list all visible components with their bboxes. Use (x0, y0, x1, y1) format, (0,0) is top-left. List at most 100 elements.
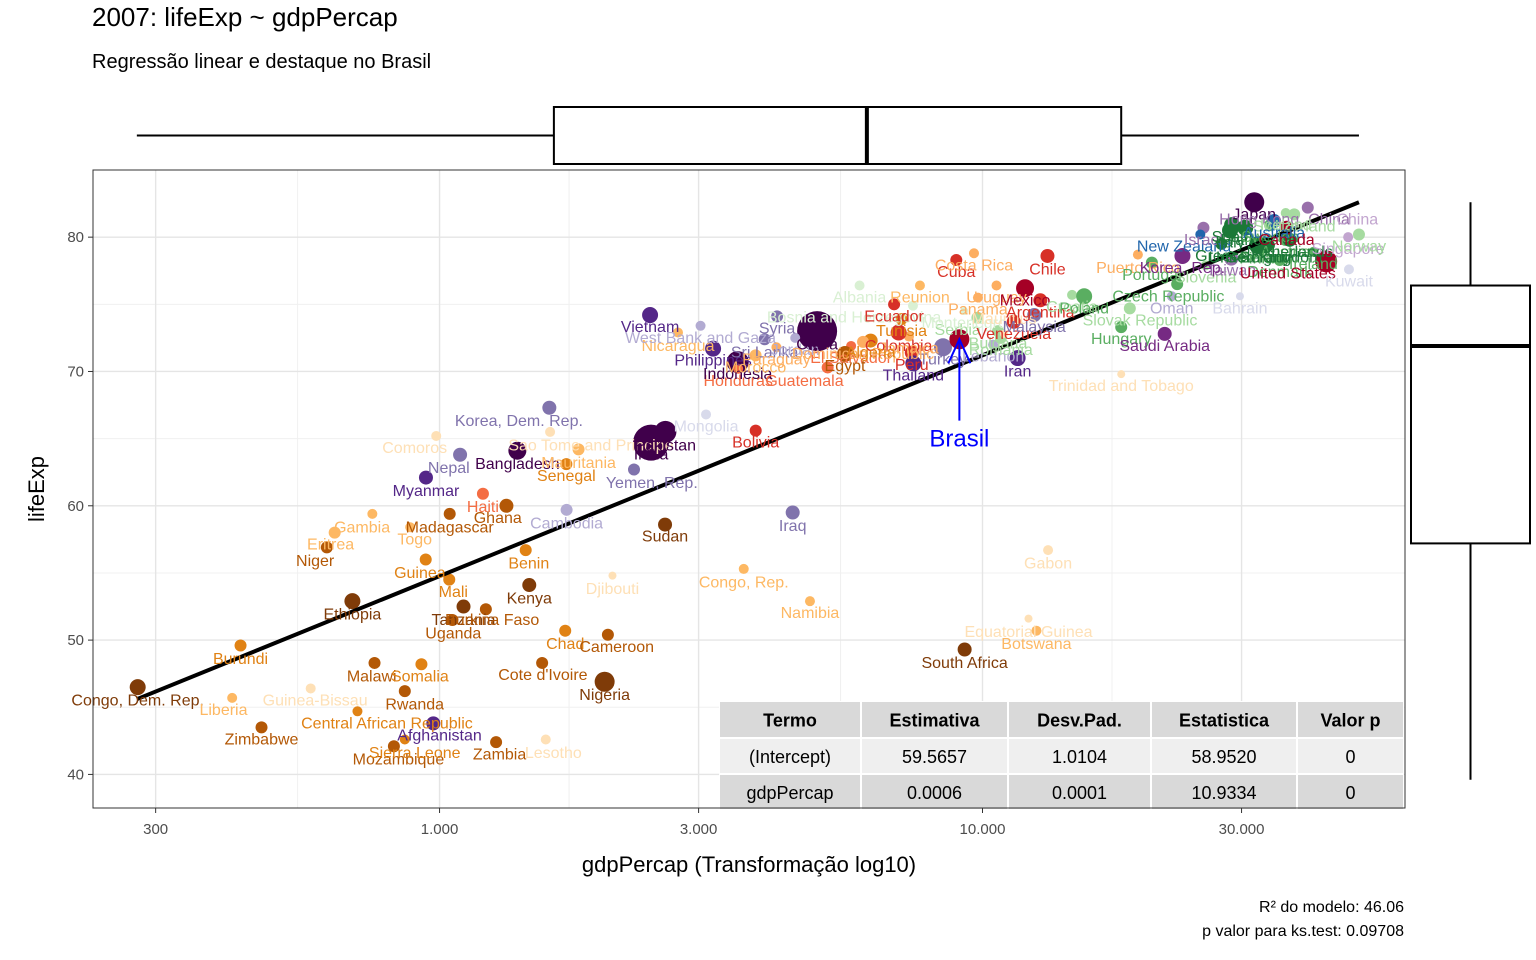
country-label: Malaysia (1003, 319, 1066, 336)
data-point (559, 624, 572, 637)
country-label: Poland (1059, 300, 1109, 317)
table-cell: 0 (1345, 783, 1355, 803)
country-label: New Zealand (1137, 239, 1231, 256)
country-label: Slovak Republic (1083, 312, 1198, 329)
x-axis-title: gdpPercap (Transformação log10) (582, 852, 916, 877)
data-point (790, 332, 801, 343)
country-label: Sri Lanka (731, 345, 799, 362)
table-cell: 0 (1345, 747, 1355, 767)
country-label: Tunisia (876, 323, 927, 340)
country-label: Central African Republic (301, 715, 473, 732)
data-point (476, 487, 489, 500)
country-label: Portugal (1122, 267, 1182, 284)
table-cell-bg (720, 739, 860, 773)
data-point (627, 463, 640, 476)
country-label: Iceland (1260, 217, 1312, 234)
country-label: Taiwan (1206, 263, 1256, 280)
y-tick-label: 50 (67, 632, 84, 649)
country-label: Guatemala (765, 373, 843, 390)
data-point (797, 311, 838, 352)
data-point (705, 340, 722, 357)
data-point (1132, 249, 1143, 260)
data-point (695, 320, 706, 331)
data-point (387, 740, 400, 753)
data-point (971, 311, 984, 324)
country-label: Croatia (1046, 299, 1098, 316)
data-point (1000, 329, 1009, 338)
point-labels-layer: Congo, Dem. Rep. Burundi Liberia Guinea-Bis… (71, 206, 1386, 768)
data-point (367, 508, 378, 519)
country-label: Germany (1225, 249, 1291, 266)
table-cell: 1.0104 (1052, 747, 1107, 767)
data-point (234, 639, 247, 652)
country-label: Jordan (771, 342, 820, 359)
country-label: Sao Tome and Principe (508, 437, 673, 454)
table-cell: (Intercept) (749, 747, 831, 767)
country-label: Congo, Dem. Rep. (71, 693, 204, 710)
country-label: Hungary (1091, 331, 1151, 348)
country-label: Bosnia and Herzegovina (767, 310, 941, 327)
caption-ks: p valor para ks.test: 0.09708 (1202, 923, 1404, 940)
table-cell-bg (862, 775, 1007, 809)
country-label: Pakistan (635, 437, 696, 454)
data-point (1267, 214, 1282, 229)
country-label: Mongolia (674, 419, 739, 436)
data-point (426, 716, 441, 731)
table-cell-bg (1298, 739, 1403, 773)
data-point (344, 593, 361, 610)
data-point (519, 544, 532, 557)
country-label: Oman (1150, 300, 1194, 317)
data-point (890, 324, 907, 341)
country-label: Chile (1029, 261, 1066, 278)
coefficients-table: Termo Estimativa Desv.Pad. Estatistica Valor… (719, 701, 1404, 810)
country-label: Niger (296, 553, 335, 570)
country-label: Saudi Arabia (1119, 338, 1210, 355)
data-point (1235, 292, 1244, 301)
country-label: Sudan (642, 529, 688, 546)
country-label: Slovenia (1175, 269, 1236, 286)
country-label: Albania (833, 290, 886, 307)
country-label: Algeria (846, 345, 896, 362)
data-point (490, 736, 503, 749)
country-label: France (1220, 232, 1270, 249)
regression-line-layer (136, 200, 1360, 702)
country-label: Costa Rica (935, 257, 1013, 274)
country-label: Burkina Faso (445, 612, 539, 629)
country-label: Korea, Rep. (1140, 260, 1225, 277)
country-label: Netherlands (1247, 244, 1333, 261)
data-point (320, 541, 333, 554)
data-point (758, 333, 771, 346)
data-point (1195, 229, 1206, 240)
caption-r2: R² do modelo: 46.06 (1259, 899, 1404, 916)
country-label: Philippines (674, 353, 751, 370)
x-boxplot (136, 106, 1359, 165)
data-point (1244, 192, 1265, 213)
data-point (594, 671, 615, 692)
table-cell-bg (1298, 775, 1403, 809)
country-label: Rwanda (385, 697, 444, 714)
country-label: Panama (948, 302, 1008, 319)
country-label: Yemen, Rep. (606, 475, 698, 492)
country-label: Nicaragua (642, 338, 715, 355)
country-label: Finland (1239, 251, 1291, 268)
highlight-arrow-head (947, 336, 972, 364)
country-label: Zimbabwe (225, 731, 299, 748)
data-point (542, 400, 557, 415)
chart-title: 2007: lifeExp ~ gdpPercap (92, 2, 398, 32)
data-point (1040, 248, 1055, 263)
country-label: Madagascar (406, 519, 495, 536)
data-point (972, 292, 983, 303)
country-label: Guinea (394, 565, 446, 582)
data-point (960, 307, 969, 316)
data-point (1157, 326, 1172, 341)
table-cell-bg (1009, 702, 1150, 737)
country-label: Trinidad and Tobago (1049, 378, 1194, 395)
country-label: Lebanon (962, 349, 1024, 366)
country-label: Senegal (537, 468, 596, 485)
country-label: United States (1240, 265, 1336, 282)
data-point (129, 679, 146, 696)
country-label: Greece (1195, 248, 1248, 265)
country-label: Hong Kong, China (1219, 212, 1350, 229)
data-point (540, 734, 551, 745)
country-label: Gambia (334, 519, 390, 536)
